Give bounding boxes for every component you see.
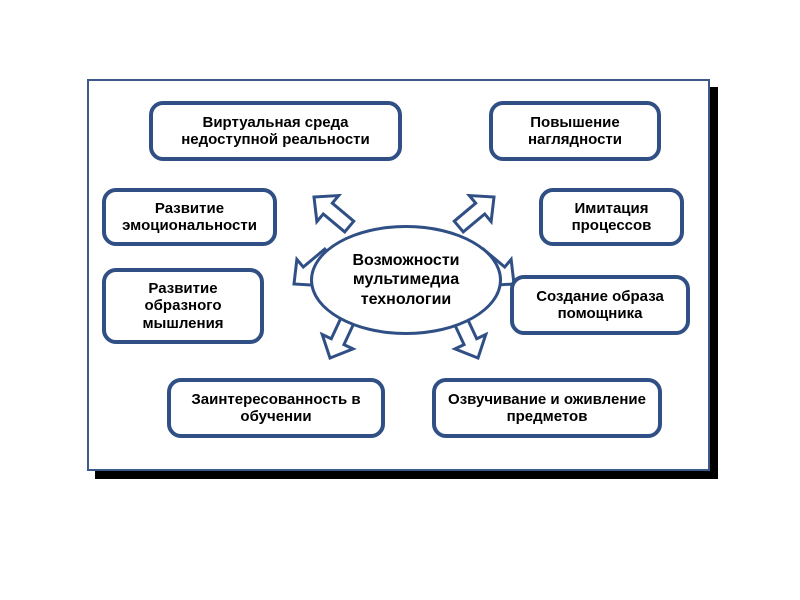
box-virtual-env: Виртуальная среда недоступной реальности bbox=[149, 101, 402, 161]
diagram-stage: Возможности мультимедиа технологии Вирту… bbox=[0, 0, 800, 600]
box-label: Повышение наглядности bbox=[503, 114, 647, 149]
box-emotionality: Развитие эмоциональности bbox=[102, 188, 277, 246]
box-imitation: Имитация процессов bbox=[539, 188, 684, 246]
box-imagery: Развитие образного мышления bbox=[102, 268, 264, 344]
box-voicing: Озвучивание и оживление предметов bbox=[432, 378, 662, 438]
box-label: Озвучивание и оживление предметов bbox=[446, 391, 648, 426]
center-node: Возможности мультимедиа технологии bbox=[310, 225, 502, 335]
box-assistant: Создание образа помощника bbox=[510, 275, 690, 335]
center-label: Возможности мультимедиа технологии bbox=[327, 251, 485, 309]
box-label: Виртуальная среда недоступной реальности bbox=[163, 114, 388, 149]
box-label: Развитие эмоциональности bbox=[116, 200, 263, 235]
box-interest: Заинтересованность в обучении bbox=[167, 378, 385, 438]
box-visibility: Повышение наглядности bbox=[489, 101, 661, 161]
box-label: Имитация процессов bbox=[553, 200, 670, 235]
box-label: Заинтересованность в обучении bbox=[181, 391, 371, 426]
box-label: Создание образа помощника bbox=[524, 288, 676, 323]
box-label: Развитие образного мышления bbox=[116, 280, 250, 332]
